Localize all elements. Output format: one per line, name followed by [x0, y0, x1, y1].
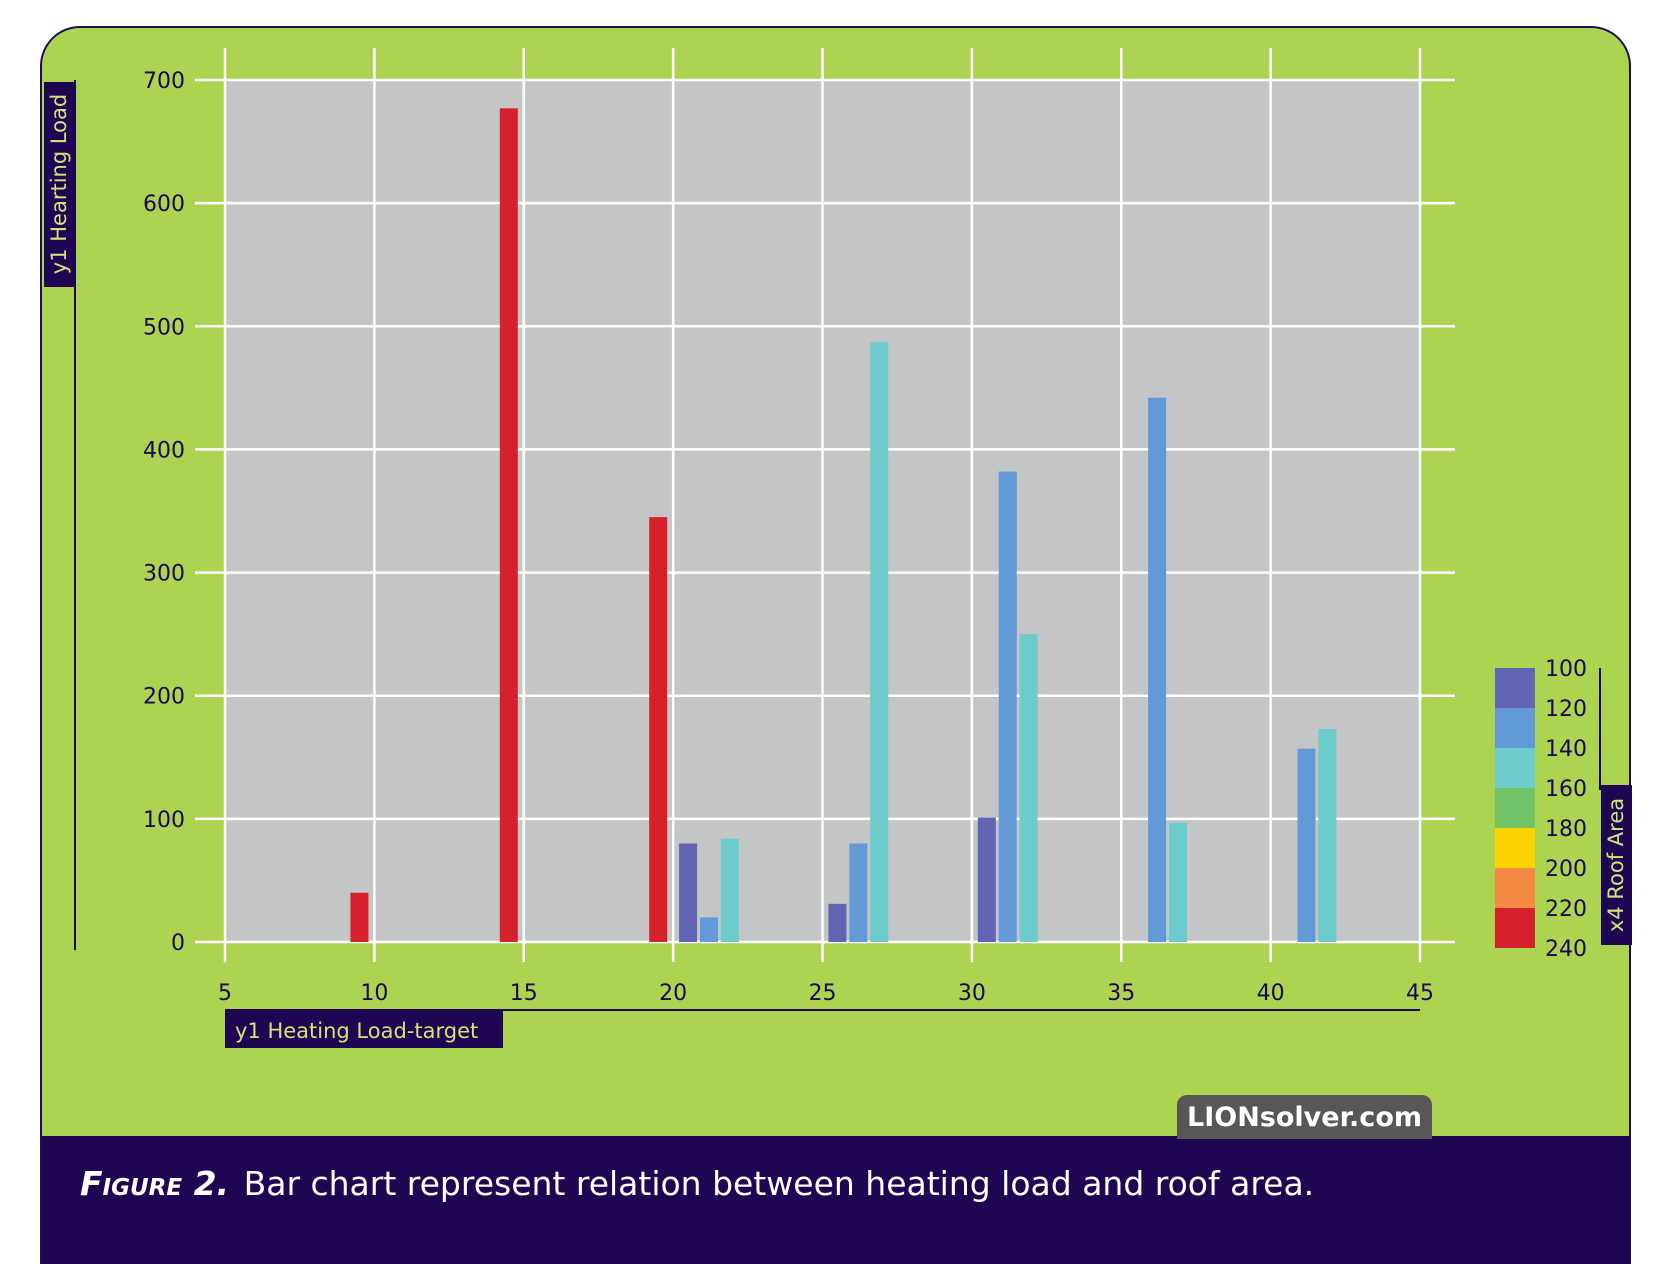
y-axis-title: y1 Hearting Load	[47, 94, 71, 274]
bar	[998, 471, 1017, 942]
x-tick-label: 35	[1107, 981, 1135, 1006]
bar	[870, 342, 889, 942]
x-tick-label: 20	[659, 981, 687, 1006]
brand-badge[interactable]: LIONsolver.com	[1177, 1095, 1432, 1139]
y-tick-label: 300	[143, 562, 185, 587]
x-tick-label: 15	[510, 981, 538, 1006]
legend-title: x4 Roof Area	[1604, 798, 1628, 932]
legend-label: 140	[1545, 737, 1587, 762]
y-tick-label: 500	[143, 315, 185, 340]
bar	[1019, 634, 1038, 942]
x-tick-label: 45	[1406, 981, 1434, 1006]
legend-swatch	[1495, 748, 1535, 788]
legend-label: 120	[1545, 697, 1587, 722]
x-axis-title: y1 Heating Load-target	[235, 1019, 478, 1043]
bar	[1148, 397, 1167, 942]
bars	[350, 108, 1337, 942]
caption-label: Figure 2.	[80, 1164, 230, 1203]
legend-title-box	[1601, 785, 1632, 945]
figure-caption: Figure 2. Bar chart represent relation b…	[80, 1164, 1314, 1203]
axes: 0 100 200 300 400 500 600 700 5 10 15 20 25 30 35 40 45 y…	[44, 69, 1434, 1048]
bar	[699, 917, 718, 942]
caption-text: Bar chart represent relation between hea…	[243, 1164, 1315, 1203]
y-tick-label: 600	[143, 192, 185, 217]
x-tick-label: 5	[218, 981, 232, 1006]
y-tick-label: 700	[143, 69, 185, 94]
bar	[499, 108, 518, 942]
y-tick-label: 100	[143, 808, 185, 833]
bar	[1318, 728, 1337, 942]
legend-label: 200	[1545, 857, 1587, 882]
bar	[649, 517, 668, 942]
legend-swatch	[1495, 828, 1535, 868]
y-tick-label: 200	[143, 685, 185, 710]
bar	[1169, 822, 1188, 942]
legend-label: 100	[1545, 657, 1587, 682]
legend-label: 220	[1545, 897, 1587, 922]
bar	[828, 903, 847, 942]
x-tick-label: 25	[809, 981, 837, 1006]
y-tick-label: 400	[143, 438, 185, 463]
bar	[350, 892, 369, 942]
x-tick-label: 40	[1257, 981, 1285, 1006]
legend: 100 120 140 160 180 200 220 240 x4 Roof Area	[1495, 657, 1632, 962]
bar	[1297, 748, 1316, 942]
legend-swatch	[1495, 708, 1535, 748]
bar	[977, 817, 996, 942]
caption-band: Figure 2. Bar chart represent relation b…	[42, 1136, 1629, 1264]
bar	[679, 843, 698, 942]
x-axis-title-box	[225, 1011, 503, 1048]
y-axis-title-box	[44, 82, 75, 287]
legend-swatch	[1495, 868, 1535, 908]
x-tick-label: 30	[958, 981, 986, 1006]
legend-swatch	[1495, 908, 1535, 948]
legend-swatch	[1495, 668, 1535, 708]
legend-swatch	[1495, 788, 1535, 828]
legend-label: 240	[1545, 937, 1587, 962]
legend-label: 160	[1545, 777, 1587, 802]
bar	[720, 838, 739, 942]
y-tick-label: 0	[171, 931, 185, 956]
legend-label: 180	[1545, 817, 1587, 842]
grid-lines	[195, 48, 1455, 962]
bar	[849, 843, 868, 942]
x-tick-label: 10	[360, 981, 388, 1006]
